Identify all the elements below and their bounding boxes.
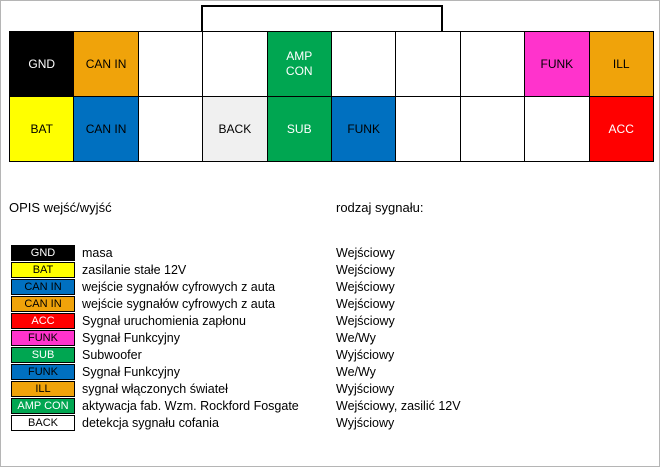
legend-row-sub: SUB Subwoofer Wyjściowy	[11, 346, 651, 363]
legend-swatch: FUNK	[11, 363, 75, 380]
pin-cell-funk-blue: FUNK	[331, 97, 397, 162]
pin-label: FUNK	[347, 121, 380, 136]
connector-pin-grid: GND CAN IN AMP CON FUNK ILL BA	[9, 31, 654, 162]
pin-label: SUB	[286, 121, 312, 136]
pin-cell-bat: BAT	[10, 97, 75, 162]
legend-tag: BAT	[32, 263, 54, 276]
legend-swatch: ILL	[11, 380, 75, 397]
legend-description: detekcja sygnału cofania	[82, 415, 219, 430]
legend-tag: FUNK	[28, 331, 58, 344]
legend-signal-type: Wejściowy	[336, 313, 395, 328]
pin-cell-acc: ACC	[589, 97, 654, 162]
legend-signal-type: Wejściowy	[336, 262, 395, 277]
pin-cell-empty	[460, 32, 526, 97]
legend-row-gnd: GND masa Wejściowy	[11, 244, 651, 261]
pin-cell-empty	[138, 97, 204, 162]
legend-description: wejście sygnałów cyfrowych z auta	[82, 296, 276, 311]
legend-tag: CAN IN	[24, 297, 62, 310]
legend-swatch: ACC	[11, 312, 75, 329]
legend-description: aktywacja fab. Wzm. Rockford Fosgate	[82, 398, 299, 413]
pin-cell-gnd: GND	[10, 32, 75, 97]
pin-cell-ill: ILL	[589, 32, 654, 97]
pin-cell-funk-pink: FUNK	[525, 32, 590, 97]
pin-cell-sub: SUB	[267, 97, 332, 162]
legend-row-back: BACK detekcja sygnału cofania Wyjściowy	[11, 414, 651, 431]
legend-description: zasilanie stałe 12V	[82, 262, 187, 277]
legend-tag: GND	[30, 246, 56, 259]
pin-label: CAN IN	[85, 56, 127, 71]
pin-cell-empty	[525, 97, 590, 162]
pin-cell-empty	[396, 97, 461, 162]
legend-tag: BACK	[28, 416, 58, 429]
pin-cell-empty	[203, 32, 268, 97]
pin-cell-empty	[331, 32, 397, 97]
legend-description: Sygnał Funkcyjny	[82, 330, 180, 345]
legend-signal-type: Wejściowy, zasilić 12V	[336, 398, 461, 413]
legend-signal-type: Wejściowy	[336, 296, 395, 311]
legend-swatch: AMP CON	[11, 397, 75, 414]
legend-signal-type: We/Wy	[336, 364, 376, 379]
legend-row-can-in-orange: CAN IN wejście sygnałów cyfrowych z auta…	[11, 295, 651, 312]
legend-row-funk-pink: FUNK Sygnał Funkcyjny We/Wy	[11, 329, 651, 346]
legend-row-bat: BAT zasilanie stałe 12V Wejściowy	[11, 261, 651, 278]
pin-label: ACC	[608, 121, 634, 136]
legend-description: Sygnał Funkcyjny	[82, 364, 180, 379]
pin-label: BAT	[30, 121, 53, 136]
legend-tag: AMP CON	[17, 399, 69, 412]
legend-table: GND masa Wejściowy BAT zasilanie stałe 1…	[11, 244, 651, 431]
pin-cell-empty	[460, 97, 526, 162]
legend-swatch: BACK	[11, 414, 75, 431]
legend-row-acc: ACC Sygnał uruchomienia zapłonu Wejściow…	[11, 312, 651, 329]
legend-tag: ILL	[35, 382, 51, 395]
legend-tag: FUNK	[28, 365, 58, 378]
pin-cell-amp-con: AMP CON	[267, 32, 332, 97]
pin-cell-empty	[138, 32, 204, 97]
pin-cell-back: BACK	[203, 97, 268, 162]
legend-signal-type: We/Wy	[336, 330, 376, 345]
legend-row-can-in-blue: CAN IN wejście sygnałów cyfrowych z auta…	[11, 278, 651, 295]
pin-cell-can-in-blue: CAN IN	[74, 97, 139, 162]
legend-title: OPIS wejść/wyjść	[9, 200, 112, 215]
legend-swatch: BAT	[11, 261, 75, 278]
legend-swatch: FUNK	[11, 329, 75, 346]
legend-tag: SUB	[31, 348, 55, 361]
pin-label: BACK	[218, 121, 252, 136]
legend-signal-type: Wejściowy	[336, 245, 395, 260]
legend-swatch: CAN IN	[11, 278, 75, 295]
legend-signal-type: Wejściowy	[336, 279, 395, 294]
pin-label: AMP CON	[285, 49, 313, 78]
pin-label: CAN IN	[85, 121, 127, 136]
legend-swatch: GND	[11, 244, 75, 261]
legend-description: Sygnał uruchomienia zapłonu	[82, 313, 246, 328]
legend-row-ill: ILL sygnał włączonych świateł Wyjściowy	[11, 380, 651, 397]
legend-description: sygnał włączonych świateł	[82, 381, 228, 396]
legend-signal-type: Wyjściowy	[336, 415, 395, 430]
legend-signal-type: Wyjściowy	[336, 381, 395, 396]
legend-row-funk-blue: FUNK Sygnał Funkcyjny We/Wy	[11, 363, 651, 380]
legend-row-amp-con: AMP CON aktywacja fab. Wzm. Rockford Fos…	[11, 397, 651, 414]
legend-description: masa	[82, 245, 113, 260]
connector-key-tab	[201, 5, 443, 33]
legend-tag: ACC	[31, 314, 55, 327]
pin-label: GND	[28, 56, 56, 71]
pin-cell-can-in-orange: CAN IN	[74, 32, 139, 97]
legend-description: wejście sygnałów cyfrowych z auta	[82, 279, 276, 294]
legend-signal-type: Wyjściowy	[336, 347, 395, 362]
pin-label: ILL	[612, 56, 630, 71]
signal-type-header: rodzaj sygnału:	[336, 200, 424, 215]
legend-description: Subwoofer	[82, 347, 142, 362]
legend-swatch: SUB	[11, 346, 75, 363]
legend-tag: CAN IN	[24, 280, 62, 293]
pin-label: FUNK	[540, 56, 574, 71]
pin-cell-empty	[396, 32, 461, 97]
legend-swatch: CAN IN	[11, 295, 75, 312]
